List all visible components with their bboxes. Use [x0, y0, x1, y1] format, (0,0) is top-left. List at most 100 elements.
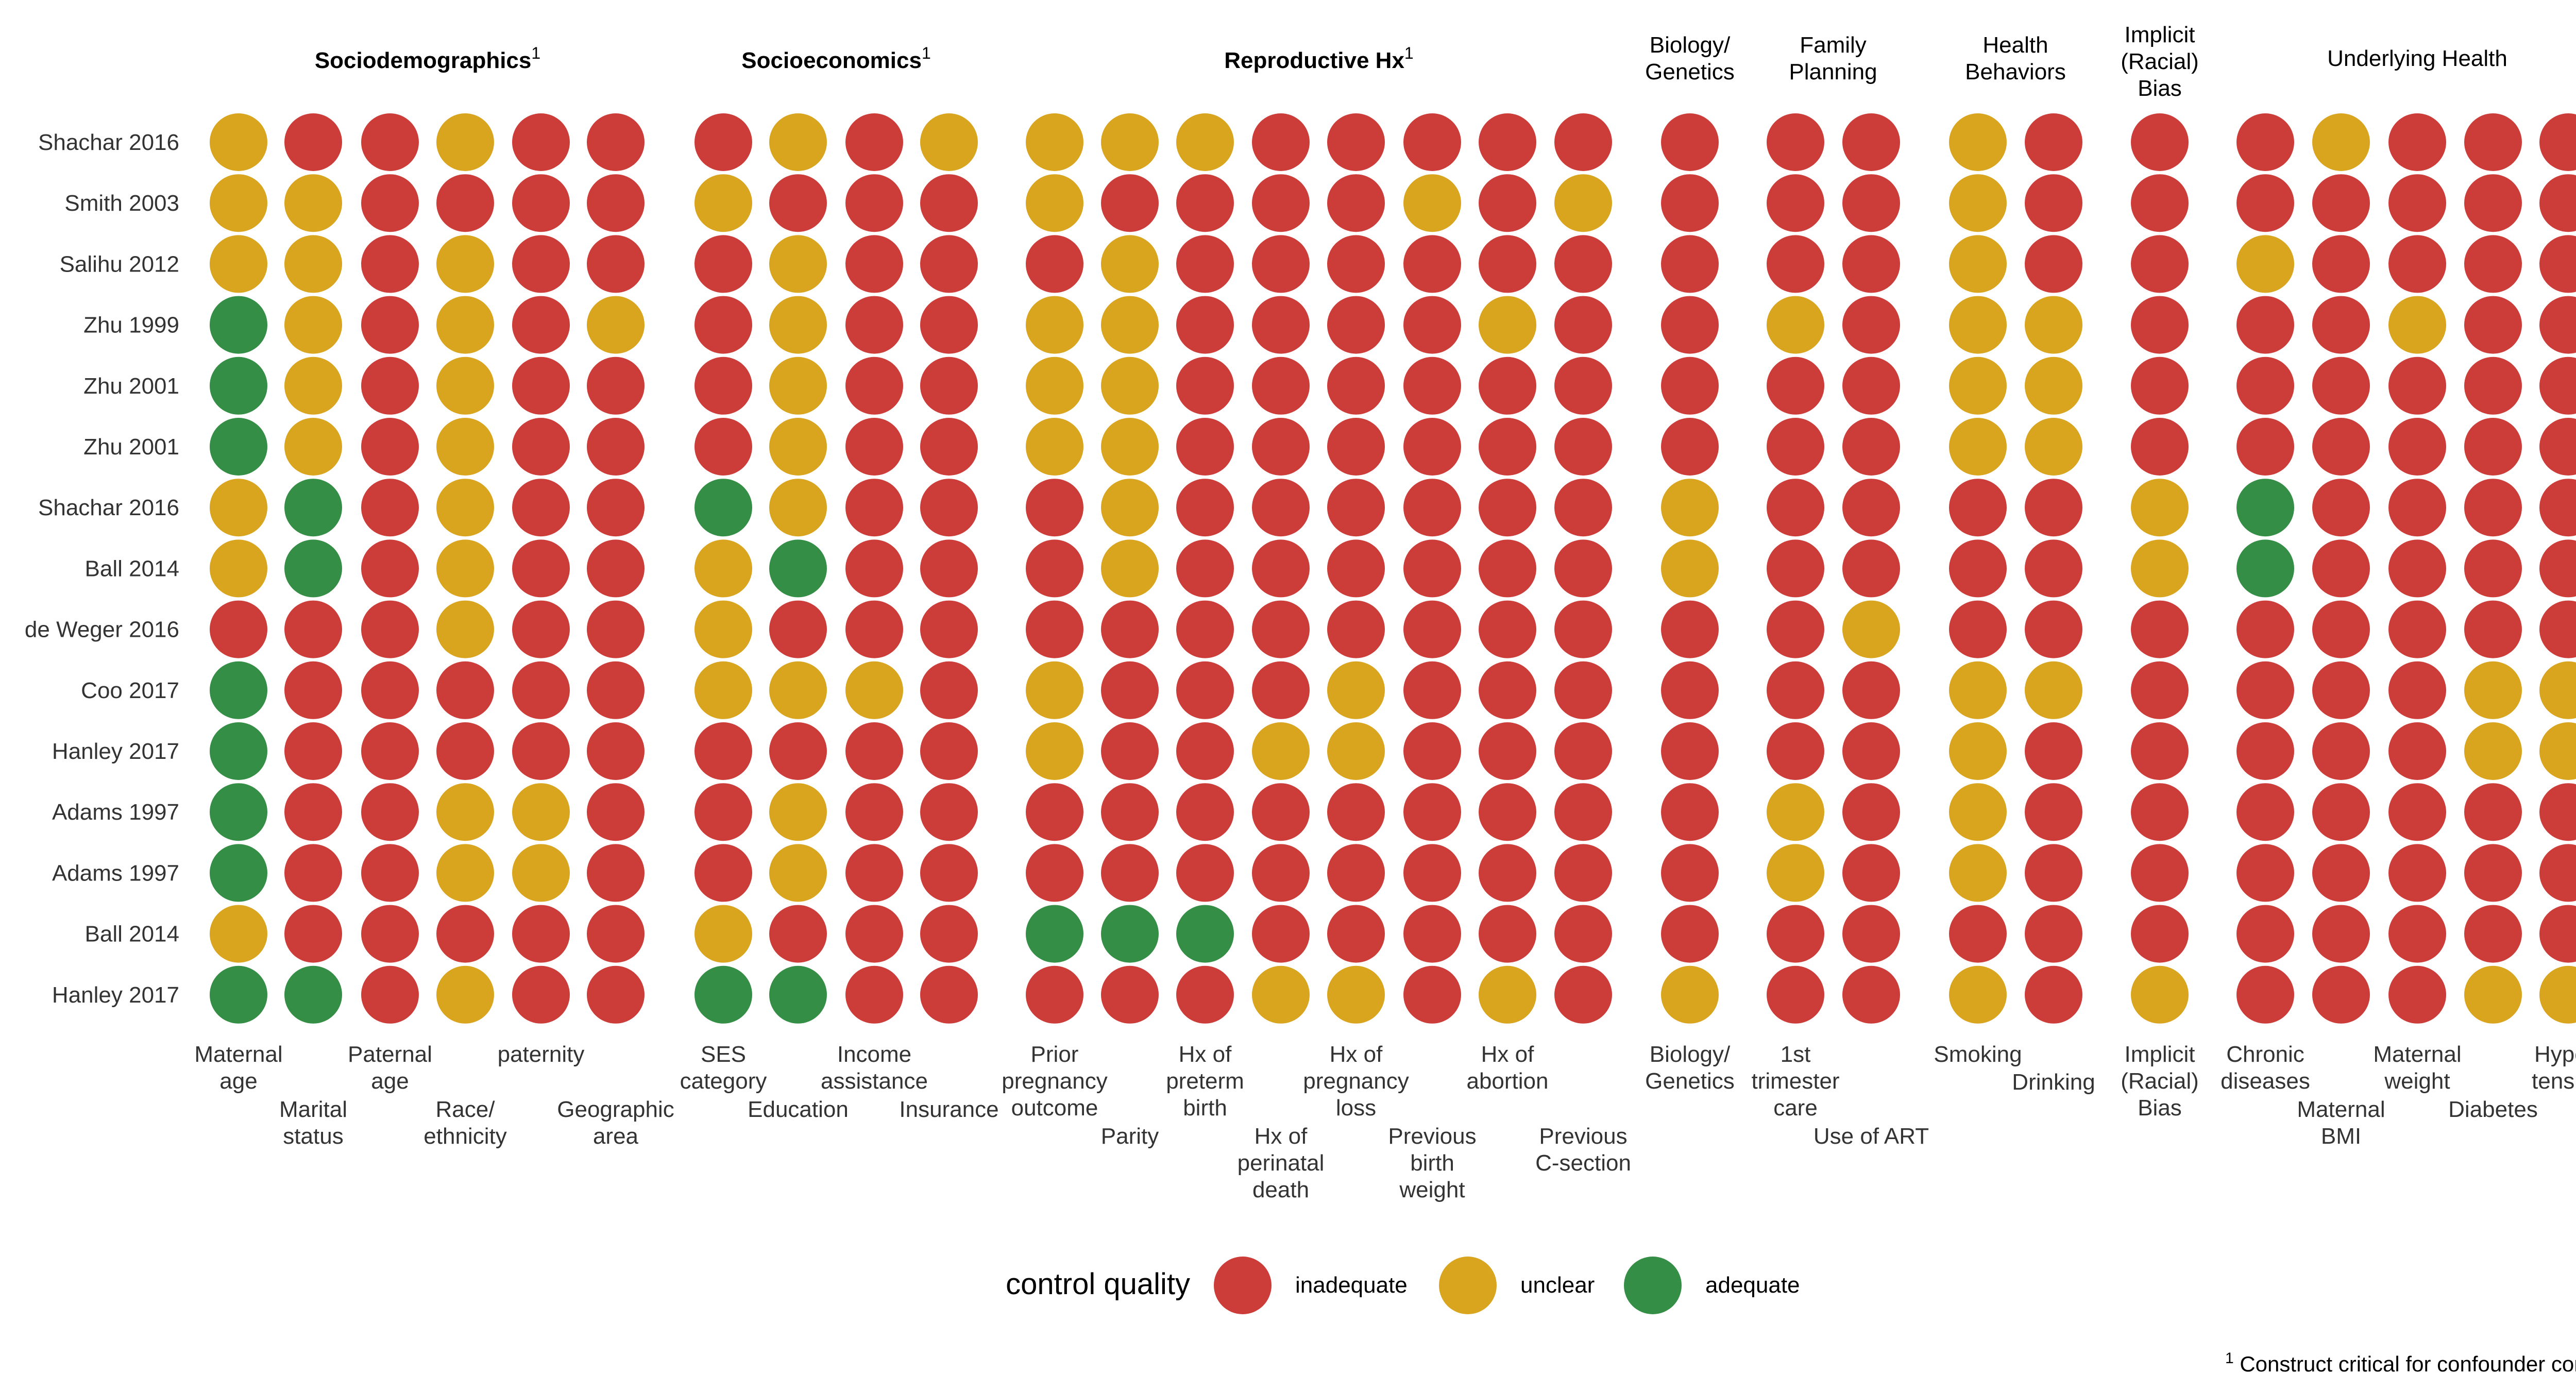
dot-unclear: [1949, 235, 2007, 293]
dot-unclear: [436, 965, 494, 1024]
dot-inadequate: [1661, 783, 1719, 841]
dot-inadequate: [845, 296, 903, 354]
dot-inadequate: [2312, 418, 2370, 476]
dot-inadequate: [1403, 296, 1461, 354]
dot-inadequate: [2539, 539, 2576, 598]
dot-inadequate: [361, 965, 419, 1024]
row-label: Adams 1997: [52, 860, 179, 886]
dot-inadequate: [2236, 783, 2294, 841]
dot-inadequate: [2236, 600, 2294, 658]
dot-inadequate: [1252, 479, 1310, 537]
column-label: Marital status: [279, 1097, 347, 1149]
dot-inadequate: [1252, 235, 1310, 293]
dot-inadequate: [845, 113, 903, 171]
dot-inadequate: [2388, 722, 2446, 780]
dot-inadequate: [2025, 600, 2082, 658]
dot-inadequate: [920, 418, 978, 476]
dot-inadequate: [1767, 174, 1824, 232]
dot-inadequate: [1327, 600, 1385, 658]
dot-adequate: [694, 965, 752, 1024]
dot-inadequate: [1767, 235, 1824, 293]
dot-inadequate: [587, 539, 645, 598]
dot-inadequate: [1554, 905, 1612, 963]
dot-inadequate: [1403, 418, 1461, 476]
legend-key-adequate: [1624, 1257, 1682, 1314]
row-label: Ball 2014: [85, 556, 179, 581]
dot-inadequate: [1554, 722, 1612, 780]
dot-inadequate: [1403, 661, 1461, 719]
dot-inadequate: [512, 600, 570, 658]
row-label: Salihu 2012: [60, 251, 179, 277]
dot-inadequate: [845, 418, 903, 476]
dot-unclear: [1842, 600, 1900, 658]
dot-inadequate: [2131, 844, 2189, 902]
dot-inadequate: [920, 905, 978, 963]
dot-inadequate: [361, 174, 419, 232]
column-label: Geographic area: [557, 1097, 674, 1149]
dot-unclear: [1026, 357, 1083, 415]
dot-inadequate: [2236, 844, 2294, 902]
dot-adequate: [210, 661, 267, 719]
dot-inadequate: [694, 844, 752, 902]
dot-inadequate: [920, 296, 978, 354]
dot-inadequate: [587, 113, 645, 171]
dot-inadequate: [436, 722, 494, 780]
dot-inadequate: [512, 113, 570, 171]
dot-inadequate: [2131, 783, 2189, 841]
dot-unclear: [769, 296, 827, 354]
dot-inadequate: [436, 661, 494, 719]
dot-inadequate: [1767, 418, 1824, 476]
dot-inadequate: [1842, 539, 1900, 598]
dot-adequate: [210, 844, 267, 902]
dot-inadequate: [1842, 479, 1900, 537]
dot-inadequate: [920, 479, 978, 537]
dot-inadequate: [1327, 296, 1385, 354]
group-title: Implicit (Racial) Bias: [2121, 22, 2199, 101]
dot-inadequate: [1176, 539, 1234, 598]
dot-inadequate: [1101, 722, 1159, 780]
dot-inadequate: [2388, 174, 2446, 232]
dot-unclear: [436, 418, 494, 476]
dot-inadequate: [1403, 479, 1461, 537]
dot-unclear: [2025, 296, 2082, 354]
dot-inadequate: [2464, 783, 2522, 841]
dot-adequate: [210, 722, 267, 780]
dot-inadequate: [1403, 844, 1461, 902]
dot-unclear: [1101, 296, 1159, 354]
dot-unclear: [769, 783, 827, 841]
legend-key-unclear: [1439, 1257, 1497, 1314]
column-label: Income assistance: [821, 1042, 928, 1094]
dot-inadequate: [512, 965, 570, 1024]
dot-inadequate: [1101, 174, 1159, 232]
dot-inadequate: [2025, 479, 2082, 537]
dot-inadequate: [284, 844, 342, 902]
dot-inadequate: [1554, 600, 1612, 658]
dot-inadequate: [1842, 783, 1900, 841]
dot-unclear: [436, 600, 494, 658]
dot-unclear: [1949, 174, 2007, 232]
dot-inadequate: [694, 357, 752, 415]
dot-inadequate: [2388, 661, 2446, 719]
dot-inadequate: [361, 235, 419, 293]
dot-adequate: [284, 965, 342, 1024]
dot-adequate: [210, 357, 267, 415]
row-label: Shachar 2016: [38, 495, 179, 520]
dot-inadequate: [1026, 235, 1083, 293]
legend-key-inadequate: [1214, 1257, 1272, 1314]
dot-inadequate: [2312, 539, 2370, 598]
dot-inadequate: [2388, 600, 2446, 658]
dot-inadequate: [1252, 661, 1310, 719]
dot-inadequate: [1479, 174, 1536, 232]
dot-unclear: [436, 296, 494, 354]
group-title: Biology/Genetics: [1645, 32, 1735, 84]
dot-inadequate: [1176, 844, 1234, 902]
dot-inadequate: [694, 783, 752, 841]
dot-inadequate: [1327, 783, 1385, 841]
dot-unclear: [694, 661, 752, 719]
dot-inadequate: [2312, 296, 2370, 354]
dot-inadequate: [587, 235, 645, 293]
column-label: Paternal age: [348, 1042, 432, 1094]
dot-inadequate: [1842, 235, 1900, 293]
dot-inadequate: [1026, 600, 1083, 658]
dot-unclear: [1949, 113, 2007, 171]
